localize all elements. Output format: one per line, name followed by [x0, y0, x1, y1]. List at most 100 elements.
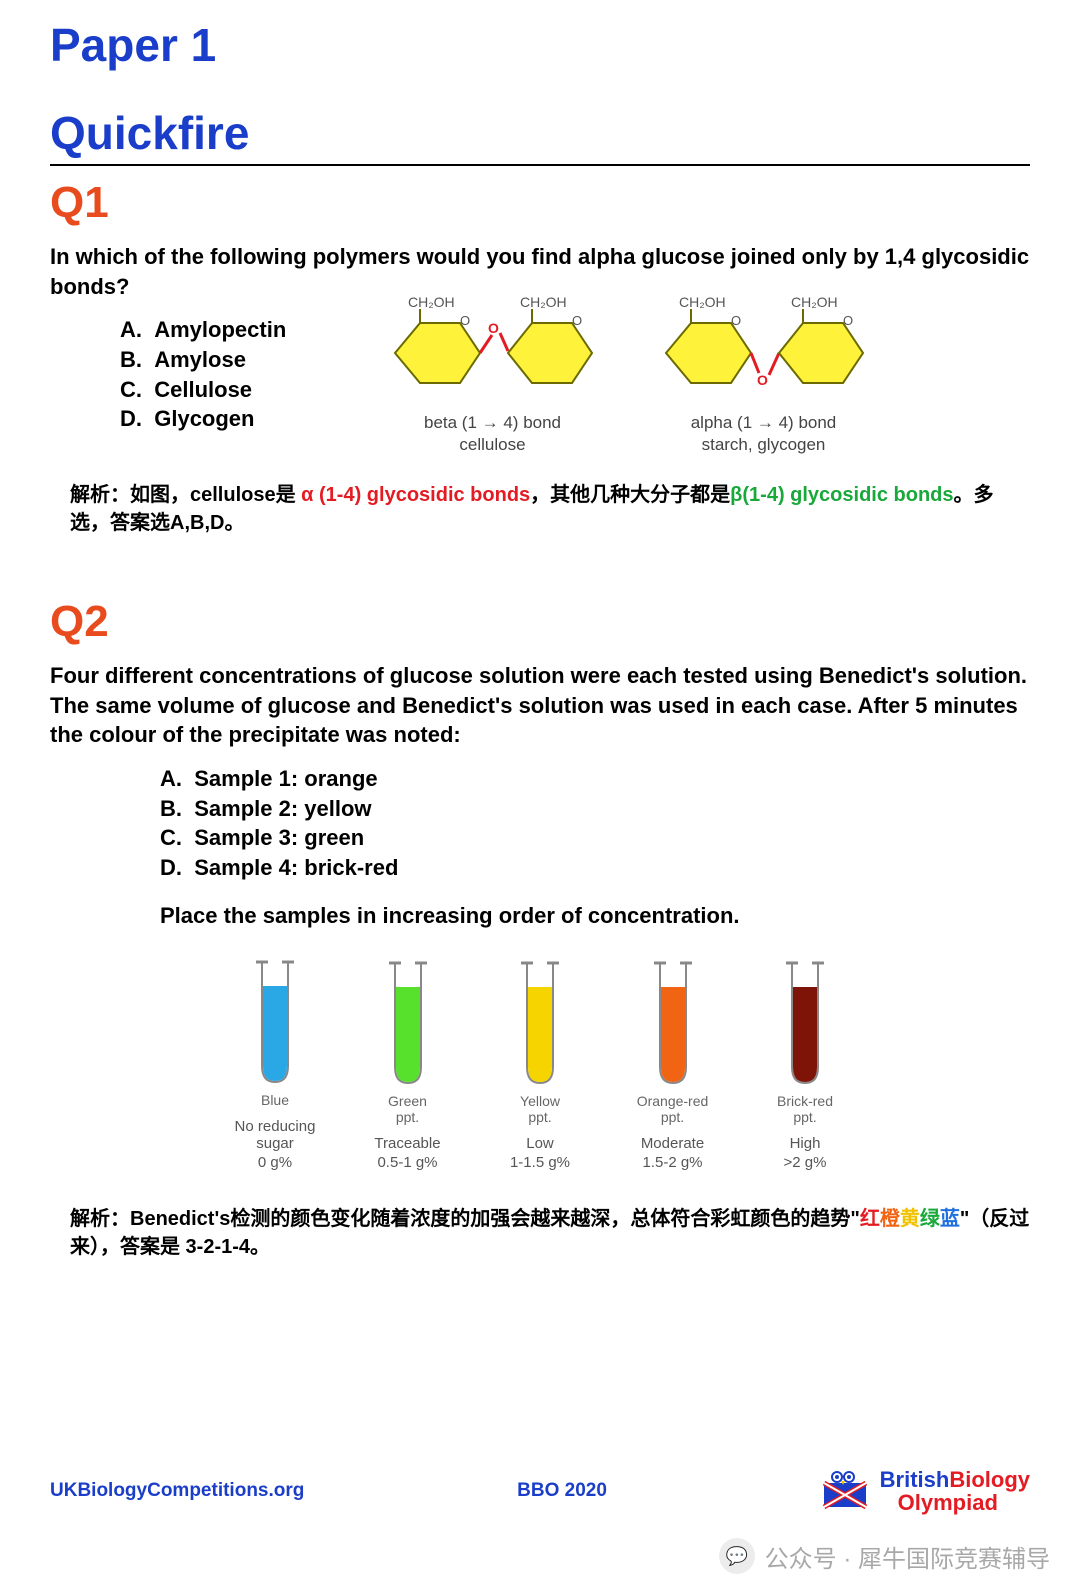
tube-color-label: Yellowppt.: [485, 1093, 595, 1125]
owl-flag-icon: [820, 1469, 870, 1513]
q1-analysis: 解析：如图，cellulose是 α (1-4) glycosidic bond…: [70, 481, 1030, 537]
svg-text:O: O: [572, 313, 582, 328]
q1-option: D. Glycogen: [120, 404, 350, 434]
q2-instruction: Place the samples in increasing order of…: [160, 901, 1030, 931]
rainbow-r: 红: [860, 1208, 880, 1230]
q1-option: A. Amylopectin: [120, 315, 350, 345]
page-footer: UKBiologyCompetitions.org BBO 2020 Briti…: [50, 1468, 1030, 1514]
wechat-icon: 💬: [719, 1538, 755, 1574]
hexagon-right: [779, 323, 863, 383]
svg-text:O: O: [843, 313, 853, 328]
q2-label: Q2: [50, 597, 1030, 647]
tube-conc-label: Moderate: [618, 1135, 728, 1152]
analysis-text: 解析：如图，cellulose是: [70, 484, 296, 506]
q2-option: A. Sample 1: orange: [160, 764, 1030, 794]
opt-text: Glycogen: [154, 406, 254, 431]
opt-text: Sample 4: brick-red: [194, 855, 398, 880]
tube-conc-label: Low: [485, 1135, 595, 1152]
logo-word3: Olympiad: [880, 1490, 998, 1515]
beta-caption-line2: cellulose: [380, 434, 605, 455]
tube-color-label: Greenppt.: [353, 1093, 463, 1125]
ch2oh-label: CH₂OH: [791, 294, 838, 310]
analysis-text: ，其他几种大分子都是: [530, 484, 730, 506]
ch2oh-label: CH₂OH: [520, 294, 567, 310]
q2-stem-text: Four different concentrations of glucose…: [50, 661, 1030, 750]
bond-line: [500, 333, 508, 351]
opt-letter: B.: [120, 347, 142, 372]
q1-options: A. Amylopectin B. Amylose C. Cellulose D…: [50, 315, 350, 434]
logo-word1: British: [880, 1467, 950, 1492]
tube-conc-label: No reducing sugar: [220, 1118, 330, 1152]
opt-text: Sample 1: orange: [194, 766, 377, 791]
section-rule: [50, 164, 1030, 166]
bond-line: [480, 335, 492, 353]
rainbow-o: 橙: [880, 1208, 900, 1230]
beta-caption: beta (1 → 4) bond cellulose: [380, 412, 605, 455]
q1-label: Q1: [50, 178, 1030, 228]
q1-options-col: A. Amylopectin B. Amylose C. Cellulose D…: [50, 301, 350, 434]
q2-option: B. Sample 2: yellow: [160, 794, 1030, 824]
opt-letter: D.: [120, 406, 142, 431]
beta-dimer: CH₂OH CH₂OH O O O beta (1 → 4) bo: [380, 293, 605, 455]
tube-color-label: Orange-redppt.: [618, 1093, 728, 1125]
bond-line: [751, 353, 759, 373]
rainbow-b: 蓝: [940, 1208, 960, 1230]
q1-option: B. Amylose: [120, 345, 350, 375]
opt-text: Amylose: [154, 347, 246, 372]
opt-letter: B.: [160, 796, 182, 821]
alpha-caption: alpha (1 → 4) bond starch, glycogen: [651, 412, 876, 455]
q1-body: A. Amylopectin B. Amylose C. Cellulose D…: [50, 301, 1030, 455]
alpha-dimer: CH₂OH CH₂OH O O O alpha (1 → 4) bond sta…: [651, 293, 876, 455]
q2-options: A. Sample 1: orange B. Sample 2: yellow …: [50, 764, 1030, 883]
hexagon-left: [395, 323, 480, 383]
tube-range-label: 0 g%: [220, 1154, 330, 1171]
q2-option: D. Sample 4: brick-red: [160, 853, 1030, 883]
tube: Orange-redppt.Moderate1.5-2 g%: [618, 957, 728, 1171]
alpha-dimer-svg: CH₂OH CH₂OH O O O: [651, 293, 876, 403]
opt-letter: C.: [120, 377, 142, 402]
tube-svg: [780, 957, 830, 1087]
tube-conc-label: High: [750, 1135, 860, 1152]
tube: Yellowppt. Low 1-1.5 g%: [485, 957, 595, 1171]
footer-logo: BritishBiology Olympiad: [820, 1468, 1030, 1514]
bond-line: [769, 353, 779, 375]
tube-color-label: Blue: [220, 1092, 330, 1108]
svg-text:O: O: [731, 313, 741, 328]
q2-analysis: 解析：Benedict's检测的颜色变化随着浓度的加强会越来越深，总体符合彩虹颜…: [70, 1205, 1030, 1261]
ch2oh-label: CH₂OH: [408, 294, 455, 310]
watermark: 💬 公众号 · 犀牛国际竞赛辅导: [719, 1538, 1050, 1574]
tube: Greenppt. Traceable 0.5-1 g%: [353, 957, 463, 1171]
tube-range-label: 0.5-1 g%: [353, 1154, 463, 1171]
opt-text: Sample 3: green: [194, 825, 364, 850]
tube: Brick-redppt. High >2 g%: [750, 957, 860, 1171]
svg-text:O: O: [460, 313, 470, 328]
tube-range-label: >2 g%: [750, 1154, 860, 1171]
opt-text: Cellulose: [154, 377, 252, 402]
page: Paper 1 Quickfire Q1 In which of the fol…: [0, 0, 1080, 1588]
q1-diagram: CH₂OH CH₂OH O O O beta (1 → 4) bo: [380, 293, 876, 455]
tube-conc-label: Traceable: [353, 1135, 463, 1152]
section-title: Quickfire: [50, 106, 1030, 160]
tube: Blue No reducing sugar 0 g%: [220, 956, 330, 1171]
opt-letter: A.: [160, 766, 182, 791]
tube-range-label: 1-1.5 g%: [485, 1154, 595, 1171]
analysis-text: 解析：Benedict's检测的颜色变化随着浓度的加强会越来越深，总体符合彩虹颜…: [70, 1208, 860, 1230]
opt-letter: D.: [160, 855, 182, 880]
analysis-red: α (1-4) glycosidic bonds: [301, 484, 530, 506]
tube-color-label: Brick-redppt.: [750, 1093, 860, 1125]
tube-svg: [515, 957, 565, 1087]
q2-stem: Four different concentrations of glucose…: [50, 661, 1030, 750]
alpha-caption-line1: alpha (1 → 4) bond: [651, 412, 876, 433]
logo-text: BritishBiology Olympiad: [880, 1468, 1030, 1514]
footer-left: UKBiologyCompetitions.org: [50, 1480, 304, 1502]
analysis-green: β(1-4) glycosidic bonds: [730, 484, 953, 506]
q2-tubes: Blue No reducing sugar 0 g% Greenppt. Tracea…: [220, 956, 860, 1171]
paper-title: Paper 1: [50, 18, 1030, 72]
ch2oh-label: CH₂OH: [679, 294, 726, 310]
opt-text: Amylopectin: [154, 317, 286, 342]
bond-o: O: [488, 320, 499, 336]
opt-text: Sample 2: yellow: [194, 796, 371, 821]
q1-option: C. Cellulose: [120, 375, 350, 405]
alpha-caption-line2: starch, glycogen: [651, 434, 876, 455]
rainbow-g: 绿: [920, 1208, 940, 1230]
